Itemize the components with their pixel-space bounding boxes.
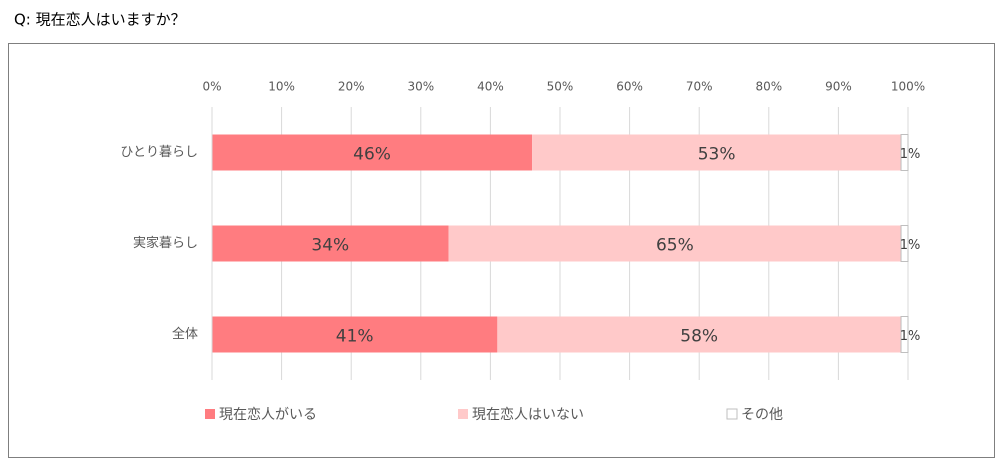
legend-label: その他	[741, 407, 783, 423]
data-label: 1%	[900, 147, 921, 162]
y-tick-label: 実家暮らし	[133, 235, 198, 251]
y-tick-label: 全体	[172, 326, 198, 342]
bar-segment	[497, 316, 902, 353]
x-tick-label: 100%	[891, 80, 925, 94]
data-label: 1%	[900, 238, 921, 253]
x-tick-label: 0%	[202, 80, 221, 94]
legend-swatch	[458, 409, 468, 419]
x-tick-label: 30%	[407, 80, 434, 94]
bar-segment	[900, 134, 909, 171]
bar-segment	[212, 316, 498, 353]
legend-label: 現在恋人がいる	[219, 406, 317, 423]
x-tick-label: 50%	[547, 80, 574, 94]
data-label: 41%	[336, 327, 374, 347]
y-tick-label: ひとり暮らし	[120, 145, 198, 160]
x-tick-label: 90%	[825, 80, 852, 94]
x-tick-label: 40%	[477, 80, 504, 94]
legend-swatch	[205, 409, 215, 419]
bar-segment	[212, 134, 533, 171]
data-label: 53%	[698, 145, 736, 165]
data-label: 1%	[900, 329, 921, 344]
data-label: 34%	[311, 236, 349, 256]
data-label: 46%	[353, 145, 391, 165]
x-tick-label: 20%	[338, 80, 365, 94]
bar-segment	[448, 225, 902, 262]
x-tick-label: 60%	[616, 80, 643, 94]
bar-segment	[212, 225, 449, 262]
chart-title: Q: 現在恋人はいますか？	[14, 11, 186, 29]
bar-segment	[900, 316, 909, 353]
legend-label: 現在恋人はいない	[472, 406, 584, 423]
x-tick-label: 70%	[686, 80, 713, 94]
bar-segment	[532, 134, 902, 171]
data-label: 65%	[656, 236, 694, 256]
bar-segment	[900, 225, 909, 262]
legend-swatch	[726, 408, 738, 420]
x-tick-label: 10%	[268, 80, 295, 94]
data-label: 58%	[680, 327, 718, 347]
x-tick-label: 80%	[755, 80, 782, 94]
